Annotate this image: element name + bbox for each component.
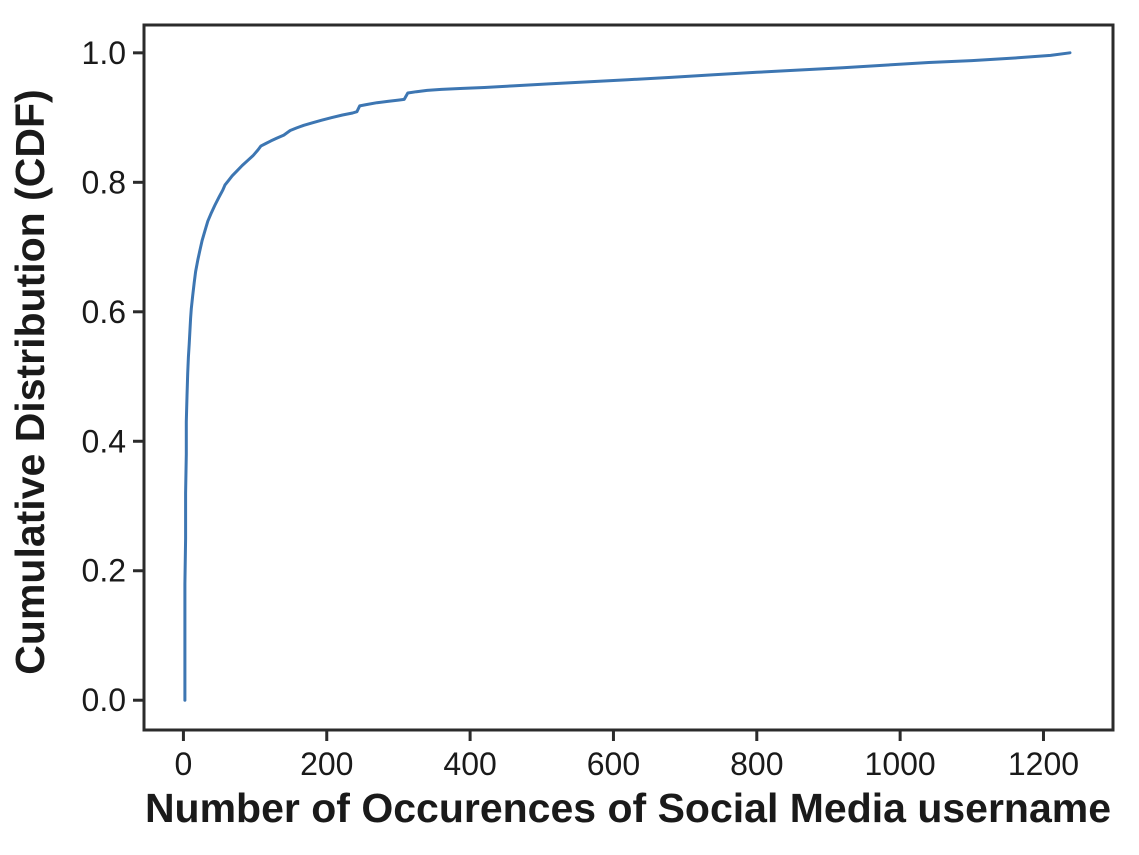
y-axis-ticks: 0.0 0.2 0.4 0.6 0.8 1.0 (82, 35, 144, 718)
x-axis-label: Number of Occurences of Social Media use… (145, 785, 1111, 831)
y-tick-label: 0.6 (82, 294, 126, 330)
x-tick-label: 0 (175, 746, 193, 782)
x-axis-ticks: 0 200 400 600 800 1000 1200 (175, 730, 1079, 782)
x-tick-label: 200 (300, 746, 353, 782)
plot-border (142, 23, 1115, 732)
x-tick-label: 400 (443, 746, 496, 782)
y-tick-label: 0.0 (82, 682, 126, 718)
cdf-line (183, 51, 1072, 702)
y-tick-label: 0.8 (82, 164, 126, 200)
x-tick-label: 800 (730, 746, 783, 782)
x-tick-label: 1000 (865, 746, 936, 782)
y-axis-label: Cumulative Distribution (CDF) (7, 89, 53, 674)
x-tick-label: 1200 (1008, 746, 1079, 782)
y-tick-label: 0.2 (82, 553, 126, 589)
x-tick-label: 600 (587, 746, 640, 782)
y-tick-label: 0.4 (82, 423, 126, 459)
y-tick-label: 1.0 (82, 35, 126, 71)
